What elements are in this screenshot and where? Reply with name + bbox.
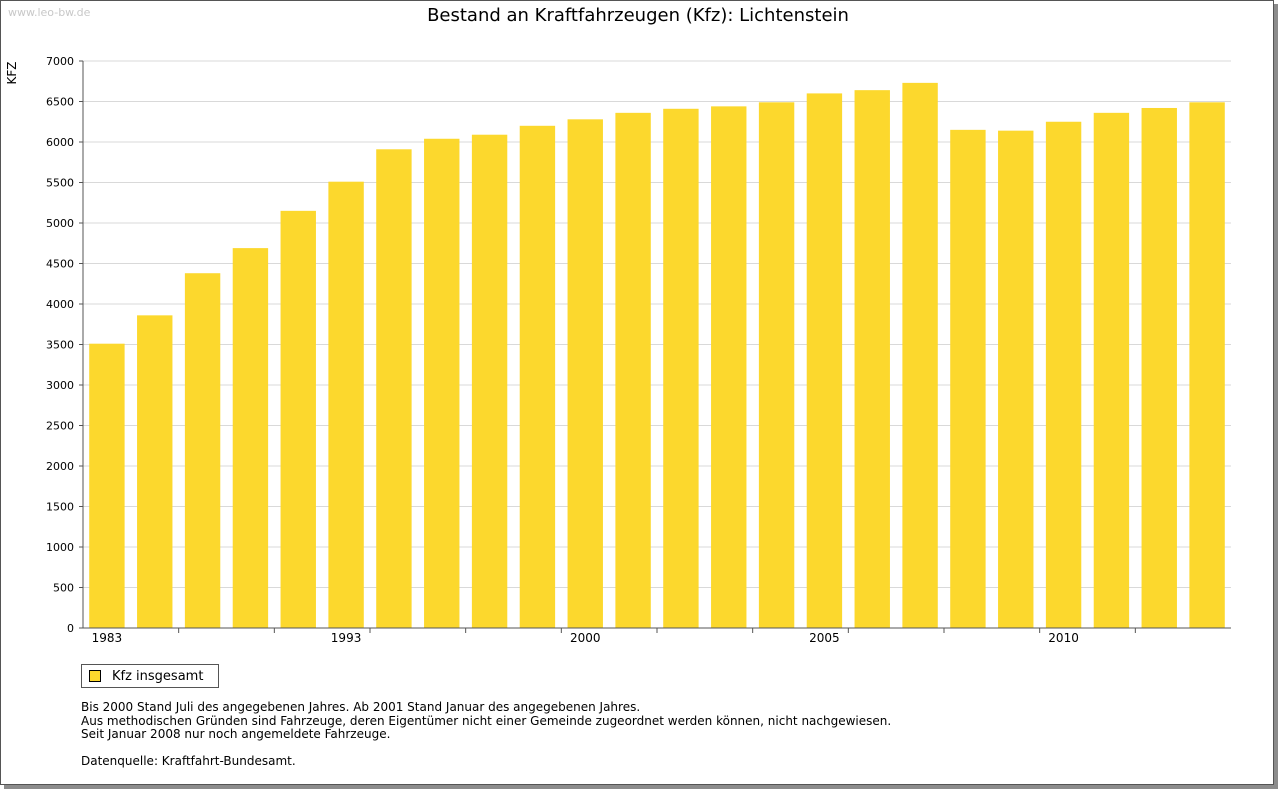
x-tick-label: 2005: [809, 631, 840, 645]
bar: [1093, 112, 1130, 629]
y-tick-label: 0: [67, 622, 74, 635]
bars: [89, 82, 1225, 629]
bar: [328, 181, 364, 628]
y-tick-labels: 0 500 1000 1500 2000 2500 3000 3500 4000 4500 5000…: [46, 55, 83, 635]
legend: Kfz insgesamt: [81, 664, 219, 688]
x-tick-label: 1993: [331, 631, 362, 645]
bar: [567, 119, 603, 628]
bar: [232, 248, 269, 629]
bar: [519, 125, 556, 629]
footnote-line: Bis 2000 Stand Juli des angegebenen Jahr…: [81, 700, 641, 714]
legend-label: Kfz insgesamt: [112, 668, 204, 684]
bar: [758, 102, 795, 628]
bar: [615, 112, 651, 629]
chart-plot: 0 500 1000 1500 2000 2500 3000 3500 4000 4500 5000…: [5, 55, 1231, 645]
bar: [711, 106, 747, 629]
bar: [998, 130, 1034, 628]
y-tick-label: 6000: [46, 136, 74, 149]
y-tick-label: 3000: [46, 379, 74, 392]
x-tick-label: 1983: [92, 631, 123, 645]
y-tick-label: 4500: [46, 258, 74, 271]
bar: [950, 129, 986, 628]
legend-swatch: [89, 670, 101, 682]
y-tick-label: 500: [53, 582, 74, 595]
y-axis-label: KFZ: [5, 62, 19, 85]
bar: [1045, 121, 1082, 628]
y-tick-label: 4000: [46, 298, 74, 311]
y-tick-label: 1500: [46, 501, 74, 514]
footnotes: Bis 2000 Stand Juli des angegebenen Jahr…: [81, 700, 892, 768]
y-tick-label: 5000: [46, 217, 74, 230]
bar: [854, 90, 890, 628]
chart-title: Bestand an Kraftfahrzeugen (Kfz): Lichte…: [427, 5, 849, 26]
footnote-line: Aus methodischen Gründen sind Fahrzeuge,…: [81, 713, 892, 728]
y-tick-label: 5500: [46, 177, 74, 190]
bar: [806, 93, 843, 628]
x-tick-label: 2010: [1048, 631, 1079, 645]
y-tick-label: 7000: [46, 55, 74, 68]
data-source: Datenquelle: Kraftfahrt-Bundesamt.: [81, 753, 296, 768]
bar: [1189, 102, 1225, 628]
y-tick-label: 3500: [46, 339, 74, 352]
bar: [376, 149, 412, 629]
bar: [89, 343, 125, 628]
bar: [471, 134, 508, 628]
bar: [137, 315, 173, 628]
bar: [902, 82, 938, 629]
watermark: www.leo-bw.de: [8, 6, 91, 19]
bar: [280, 210, 316, 628]
bar: [663, 108, 699, 629]
footnote-line: Seit Januar 2008 nur noch angemeldete Fa…: [81, 727, 391, 741]
bar: [424, 138, 460, 628]
y-tick-label: 1000: [46, 541, 74, 554]
x-tick-label: 2000: [570, 631, 601, 645]
bar: [1141, 107, 1177, 629]
grid-lines: [83, 60, 1231, 588]
y-tick-label: 2000: [46, 460, 74, 473]
y-tick-label: 2500: [46, 420, 74, 433]
y-tick-label: 6500: [46, 96, 74, 109]
x-tick-labels: 1983 1993 2000 2005 2010: [92, 628, 1136, 645]
bar: [184, 273, 221, 628]
